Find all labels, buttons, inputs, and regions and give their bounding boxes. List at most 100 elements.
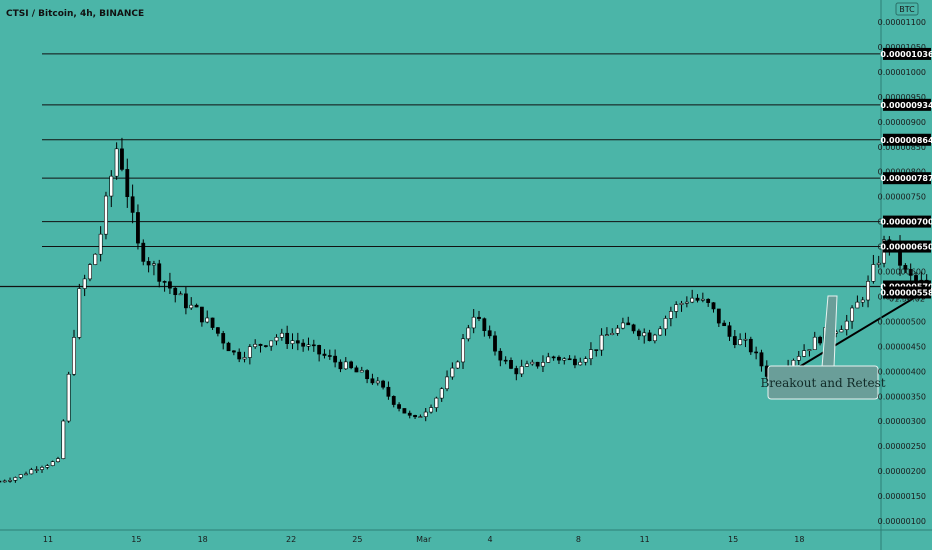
currency-badge-box[interactable] [895, 2, 919, 16]
candle-body [615, 327, 620, 334]
candle-body [322, 353, 327, 356]
candle-body [589, 349, 593, 359]
x-tick-label: 25 [352, 535, 362, 544]
candle-body [509, 360, 513, 369]
currency-badge: BTC [899, 5, 915, 14]
candle-body [626, 322, 631, 326]
candle-body [162, 281, 167, 283]
candle-body [317, 345, 322, 355]
candle-body [818, 336, 822, 344]
candle-body [839, 329, 844, 333]
candle-body [109, 175, 114, 197]
candle-body [429, 407, 433, 413]
ascending-trendline[interactable] [778, 291, 924, 380]
candle-body [407, 412, 412, 416]
trendline-group [778, 291, 924, 380]
candle-body [567, 358, 572, 361]
candle-body [599, 334, 604, 351]
candle-body [461, 338, 465, 363]
candle-body [120, 148, 124, 170]
candle-body [77, 288, 82, 338]
candle-body [8, 480, 12, 482]
candle-body [231, 350, 236, 353]
candle-body [706, 298, 711, 303]
candle-body [748, 338, 753, 353]
candle-body [477, 316, 481, 319]
candle-body [205, 317, 210, 323]
candle-body [82, 278, 87, 289]
candle-body [210, 317, 215, 328]
candle-body [519, 366, 524, 375]
candle-body [860, 299, 865, 303]
candle-body [711, 302, 716, 310]
candle-body [226, 342, 231, 352]
candle-body [178, 293, 183, 296]
annotation-group: Breakout and Retest [760, 295, 886, 400]
candle-body [668, 311, 673, 319]
candle-body [583, 358, 588, 363]
candle-body [301, 342, 306, 347]
y-tick-label: 0.00000500 [878, 317, 926, 326]
candle-body [375, 380, 380, 384]
candle-body [535, 361, 540, 367]
y-tick-label: 0.00000400 [878, 367, 926, 376]
y-tick-label: 0.00000600 [878, 268, 926, 277]
candle-body [455, 361, 460, 369]
candle-body [24, 473, 28, 476]
candle-body [215, 327, 220, 334]
y-tick-label: 0.00000100 [878, 517, 926, 526]
candle-body [29, 469, 34, 475]
x-tick-label: 18 [794, 535, 804, 544]
candle-body [370, 378, 375, 384]
candle-body [610, 333, 615, 335]
candle-body [13, 477, 18, 481]
candle-body [247, 346, 252, 358]
candle-body [743, 338, 748, 341]
price-levels [0, 53, 881, 288]
candle-body [642, 332, 647, 337]
candle-body [631, 324, 636, 332]
candle-body [658, 328, 663, 336]
candle-body [72, 337, 76, 375]
price-axis[interactable]: 0.00001100 0.00001050 0.00001000 0.00000950… [878, 18, 926, 526]
candle-body [327, 355, 332, 357]
candle-body [45, 465, 50, 468]
candle-body [386, 386, 391, 397]
x-tick-label: 18 [198, 535, 208, 544]
candle-body [498, 350, 503, 361]
y-tick-label: 0.00000250 [878, 442, 926, 451]
candle-body [98, 233, 103, 255]
candle-body [258, 343, 263, 346]
y-tick-label: 0.00000850 [878, 143, 926, 152]
y-tick-label: 0.00001100 [878, 18, 926, 27]
annotation-box[interactable] [767, 365, 879, 400]
candle-body [525, 363, 529, 367]
candle-body [594, 349, 599, 351]
y-tick-label: 0.00000200 [878, 467, 926, 476]
time-axis[interactable]: 11 15 18 22 25 Mar 4 8 11 15 18 [0, 529, 932, 544]
candle-body [269, 340, 274, 347]
candle-body [674, 304, 679, 312]
candle-body [141, 242, 146, 262]
candle-body [104, 195, 108, 235]
candle-body [338, 361, 343, 370]
candle-body [636, 330, 641, 337]
candle-body [812, 336, 817, 350]
candle-body [50, 461, 55, 466]
candle-body [850, 307, 854, 322]
chart-title: CTSI / Bitcoin, 4h, BINANCE [6, 9, 144, 19]
price-level-label-box [883, 133, 931, 146]
candle-body [194, 304, 199, 308]
candle-body [391, 396, 396, 405]
y-tick-label: 0.00000950 [878, 93, 926, 102]
candle-body [221, 333, 226, 344]
y-tick-label: 0.00000900 [878, 118, 926, 127]
candle-body [903, 265, 908, 270]
y-tick-label: 0.00000750 [878, 193, 926, 202]
candle-body [56, 458, 60, 462]
candle-body [136, 212, 140, 244]
price-level-label-box [883, 47, 931, 60]
